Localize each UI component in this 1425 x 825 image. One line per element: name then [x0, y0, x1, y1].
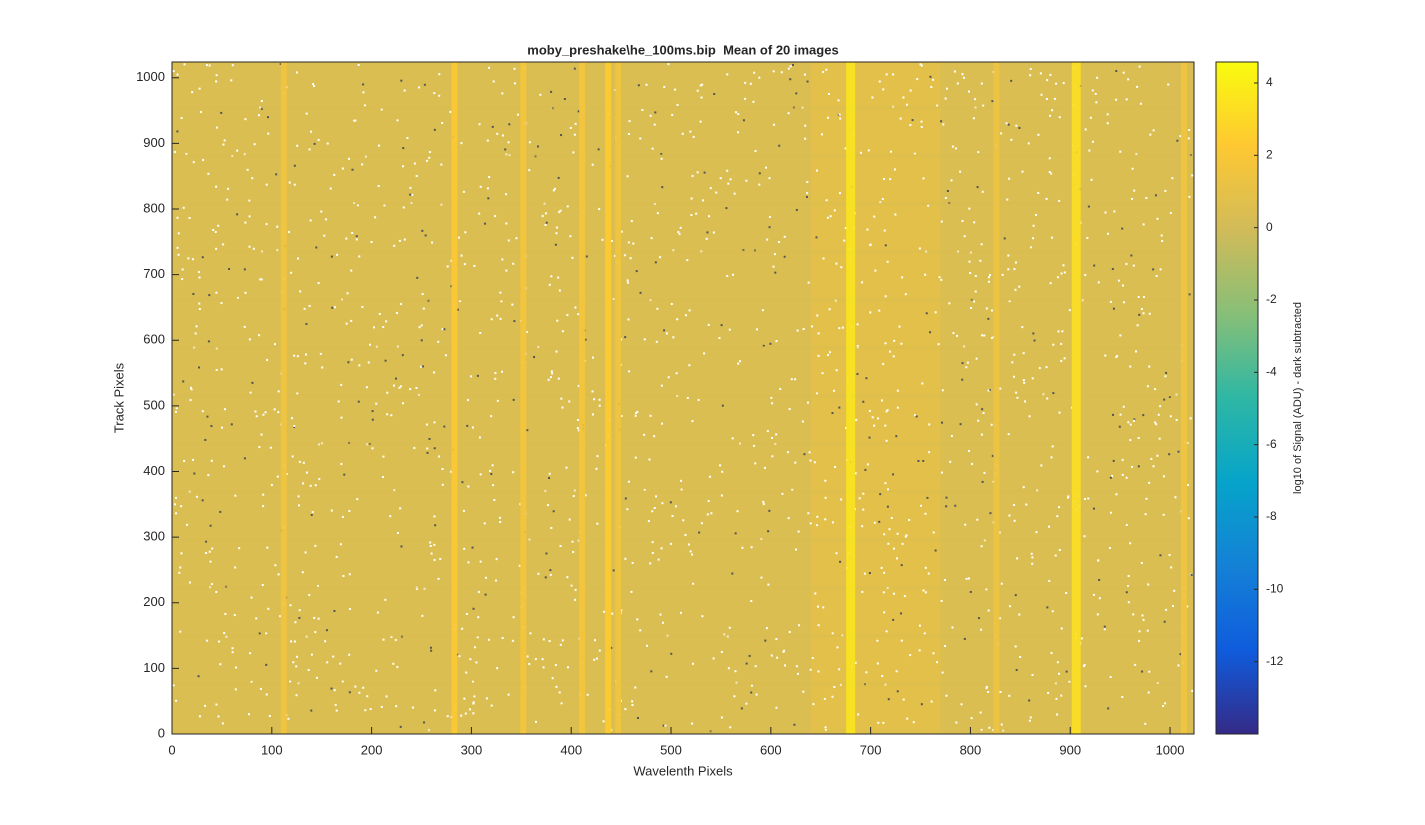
- x-axis-label: Wavelenth Pixels: [633, 763, 733, 778]
- emission-line: [520, 62, 527, 734]
- heatmap-background: [172, 62, 1194, 734]
- colorbar-label: log10 of Signal (ADU) - dark subtracted: [1292, 302, 1304, 494]
- y-tick-label: 200: [143, 594, 165, 609]
- emission-line: [993, 62, 1000, 734]
- y-tick-label: 900: [143, 135, 165, 150]
- plot-frame: [171, 61, 1195, 735]
- x-tick-label: 600: [760, 742, 782, 757]
- x-tick-label: 300: [461, 742, 483, 757]
- colorbar: [1215, 61, 1259, 735]
- emission-line: [1181, 62, 1188, 734]
- y-tick-label: 0: [158, 725, 165, 740]
- colorbar-tick-label: -12: [1266, 654, 1284, 668]
- x-tick-label: 500: [660, 742, 682, 757]
- x-tick-label: 1000: [1156, 742, 1185, 757]
- y-axis-label: Track Pixels: [111, 362, 126, 433]
- x-tick-label: 900: [1059, 742, 1081, 757]
- noise-specks: [172, 63, 1194, 733]
- emission-line: [451, 62, 458, 734]
- emission-line: [579, 62, 586, 734]
- colorbar-tick-label: -6: [1266, 437, 1277, 451]
- y-tick-label: 500: [143, 397, 165, 412]
- x-tick-label: 700: [860, 742, 882, 757]
- chart-title: moby_preshake\he_100ms.bip Mean of 20 im…: [527, 42, 838, 57]
- colorbar-tick-label: 0: [1266, 220, 1273, 234]
- x-tick-label: 200: [361, 742, 383, 757]
- colorbar-tick-label: -8: [1266, 509, 1277, 523]
- colorbar-tick-label: -10: [1266, 582, 1284, 596]
- x-tick-label: 100: [261, 742, 283, 757]
- y-tick-label: 1000: [136, 69, 165, 84]
- y-tick-label: 100: [143, 660, 165, 675]
- y-tick-label: 700: [143, 266, 165, 281]
- y-tick-label: 400: [143, 463, 165, 478]
- colorbar-tick-label: -2: [1266, 292, 1277, 306]
- emission-line: [605, 62, 612, 734]
- emission-line: [846, 62, 856, 734]
- x-tick-label: 800: [960, 742, 982, 757]
- y-tick-label: 800: [143, 200, 165, 215]
- y-tick-label: 300: [143, 529, 165, 544]
- x-tick-label: 0: [168, 742, 175, 757]
- glow-band: [810, 62, 941, 734]
- colorbar-tick-label: 4: [1266, 75, 1273, 89]
- y-tick-label: 600: [143, 332, 165, 347]
- emission-line: [280, 62, 287, 734]
- emission-line: [1071, 62, 1081, 734]
- colorbar-tick-label: -4: [1266, 364, 1277, 378]
- colorbar-tick-label: 2: [1266, 147, 1273, 161]
- emission-line: [615, 62, 622, 734]
- x-tick-label: 400: [560, 742, 582, 757]
